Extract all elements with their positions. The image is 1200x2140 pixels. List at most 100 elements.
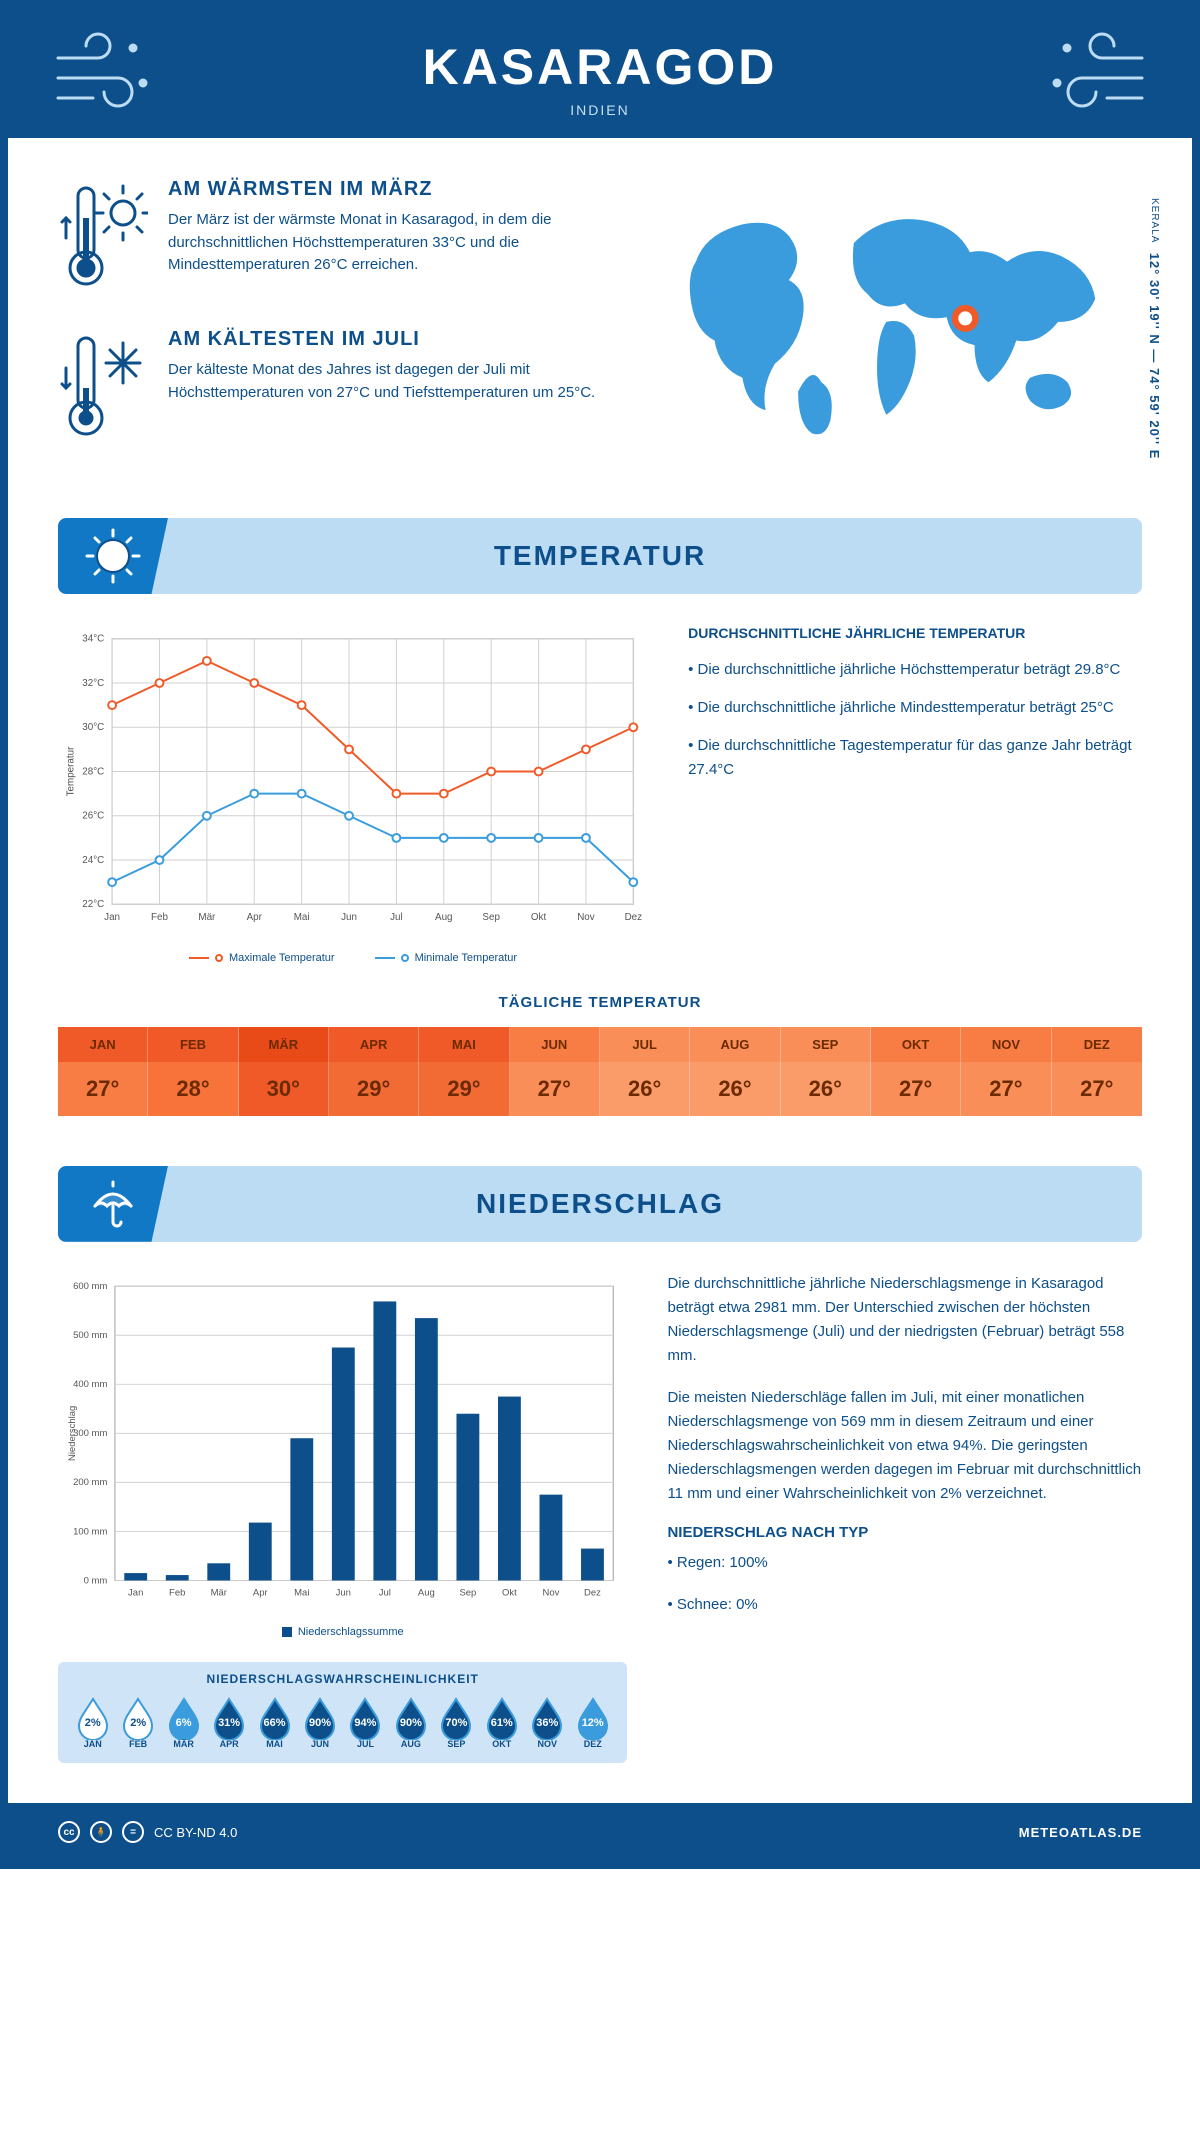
daily-col: JAN 27° bbox=[58, 1027, 148, 1116]
fact-warm-heading: AM WÄRMSTEN IM MÄRZ bbox=[168, 178, 610, 201]
fact-warm-text: Der März ist der wärmste Monat in Kasara… bbox=[168, 209, 610, 277]
temperature-chart: 22°C24°C26°C28°C30°C32°C34°CJanFebMärApr… bbox=[58, 624, 648, 964]
legend-max: Maximale Temperatur bbox=[229, 952, 335, 964]
by-icon: 🧍 bbox=[90, 1821, 112, 1843]
section-title-temp: TEMPERATUR bbox=[494, 540, 706, 572]
svg-text:Jun: Jun bbox=[341, 912, 357, 923]
fact-coldest: AM KÄLTESTEN IM JULI Der kälteste Monat … bbox=[58, 328, 610, 448]
sun-icon bbox=[85, 528, 141, 584]
svg-text:28°C: 28°C bbox=[82, 766, 104, 777]
prob-pct: 6% bbox=[161, 1717, 206, 1729]
precip-right: Die durchschnittliche jährliche Niedersc… bbox=[667, 1272, 1142, 1764]
svg-text:22°C: 22°C bbox=[82, 899, 104, 910]
daily-col: MÄR 30° bbox=[239, 1027, 329, 1116]
legend-min: Minimale Temperatur bbox=[415, 952, 518, 964]
precip-row: 0 mm100 mm200 mm300 mm400 mm500 mm600 mm… bbox=[58, 1272, 1142, 1764]
fact-cold-heading: AM KÄLTESTEN IM JULI bbox=[168, 328, 610, 351]
fact-warmest: AM WÄRMSTEN IM MÄRZ Der März ist der wär… bbox=[58, 178, 610, 298]
svg-text:600 mm: 600 mm bbox=[73, 1281, 107, 1292]
temp-info-b1: • Die durchschnittliche jährliche Höchst… bbox=[688, 658, 1142, 682]
prob-item: 90% JUN bbox=[297, 1696, 342, 1749]
precip-type-b2: • Schnee: 0% bbox=[667, 1593, 1142, 1617]
thermometer-snow-icon bbox=[58, 328, 148, 448]
prob-title: NIEDERSCHLAGSWAHRSCHEINLICHKEIT bbox=[70, 1672, 615, 1686]
world-map-icon bbox=[640, 178, 1142, 438]
prob-item: 90% AUG bbox=[388, 1696, 433, 1749]
svg-text:26°C: 26°C bbox=[82, 811, 104, 822]
prob-pct: 2% bbox=[70, 1717, 115, 1729]
license-text: CC BY-ND 4.0 bbox=[154, 1825, 237, 1840]
svg-text:Jun: Jun bbox=[336, 1587, 351, 1598]
prob-item: 12% DEZ bbox=[570, 1696, 615, 1749]
svg-text:500 mm: 500 mm bbox=[73, 1330, 107, 1341]
prob-pct: 90% bbox=[297, 1717, 342, 1729]
daily-temp-title: TÄGLICHE TEMPERATUR bbox=[58, 994, 1142, 1011]
prob-month: NOV bbox=[525, 1739, 570, 1749]
section-head-temperature: TEMPERATUR bbox=[58, 518, 1142, 594]
svg-text:400 mm: 400 mm bbox=[73, 1379, 107, 1390]
prob-item: 94% JUL bbox=[343, 1696, 388, 1749]
svg-text:32°C: 32°C bbox=[82, 678, 104, 689]
precip-text2: Die meisten Niederschläge fallen im Juli… bbox=[667, 1386, 1142, 1506]
state-label: KERALA bbox=[1149, 198, 1160, 243]
legend-precip: Niederschlagssumme bbox=[298, 1626, 404, 1638]
thermometer-sun-icon bbox=[58, 178, 148, 298]
svg-text:Aug: Aug bbox=[435, 912, 453, 923]
footer: cc 🧍 = CC BY-ND 4.0 METEOATLAS.DE bbox=[8, 1803, 1192, 1861]
precip-legend: Niederschlagssumme bbox=[58, 1626, 627, 1638]
svg-text:Feb: Feb bbox=[169, 1587, 185, 1598]
wind-icon-right bbox=[1032, 28, 1152, 118]
daily-col: MAI 29° bbox=[419, 1027, 509, 1116]
daily-col: DEZ 27° bbox=[1052, 1027, 1142, 1116]
coords-value: 12° 30' 19'' N — 74° 59' 20'' E bbox=[1147, 253, 1162, 460]
intro-map: KERALA 12° 30' 19'' N — 74° 59' 20'' E bbox=[640, 178, 1142, 478]
fact-cold-text: Der kälteste Monat des Jahres ist dagege… bbox=[168, 359, 610, 404]
daily-col: APR 29° bbox=[329, 1027, 419, 1116]
precip-left: 0 mm100 mm200 mm300 mm400 mm500 mm600 mm… bbox=[58, 1272, 627, 1764]
svg-text:Dez: Dez bbox=[625, 912, 643, 923]
prob-month: JAN bbox=[70, 1739, 115, 1749]
temp-legend: Maximale Temperatur Minimale Temperatur bbox=[58, 952, 648, 964]
coordinates: KERALA 12° 30' 19'' N — 74° 59' 20'' E bbox=[1147, 198, 1162, 459]
daily-col: OKT 27° bbox=[871, 1027, 961, 1116]
svg-text:Dez: Dez bbox=[584, 1587, 601, 1598]
prob-pct: 2% bbox=[115, 1717, 160, 1729]
temp-info-heading: DURCHSCHNITTLICHE JÄHRLICHE TEMPERATUR bbox=[688, 624, 1142, 642]
daily-col: SEP 26° bbox=[781, 1027, 871, 1116]
prob-pct: 66% bbox=[252, 1717, 297, 1729]
svg-text:300 mm: 300 mm bbox=[73, 1428, 107, 1439]
prob-month: MÄR bbox=[161, 1739, 206, 1749]
license-block: cc 🧍 = CC BY-ND 4.0 bbox=[58, 1821, 237, 1843]
prob-pct: 61% bbox=[479, 1717, 524, 1729]
precip-type-heading: NIEDERSCHLAG NACH TYP bbox=[667, 1524, 1142, 1541]
cc-icon: cc bbox=[58, 1821, 80, 1843]
svg-text:24°C: 24°C bbox=[82, 855, 104, 866]
prob-pct: 94% bbox=[343, 1717, 388, 1729]
svg-text:Sep: Sep bbox=[482, 912, 500, 923]
prob-pct: 90% bbox=[388, 1717, 433, 1729]
prob-month: DEZ bbox=[570, 1739, 615, 1749]
map-marker-icon bbox=[955, 308, 975, 328]
svg-text:Mär: Mär bbox=[211, 1587, 227, 1598]
prob-item: 31% APR bbox=[206, 1696, 251, 1749]
prob-item: 36% NOV bbox=[525, 1696, 570, 1749]
precip-probability-box: NIEDERSCHLAGSWAHRSCHEINLICHKEIT 2% JAN 2… bbox=[58, 1662, 627, 1763]
svg-text:Feb: Feb bbox=[151, 912, 168, 923]
page-subtitle: INDIEN bbox=[8, 102, 1192, 118]
prob-item: 66% MAI bbox=[252, 1696, 297, 1749]
prob-item: 61% OKT bbox=[479, 1696, 524, 1749]
prob-month: OKT bbox=[479, 1739, 524, 1749]
prob-pct: 36% bbox=[525, 1717, 570, 1729]
intro-facts: AM WÄRMSTEN IM MÄRZ Der März ist der wär… bbox=[58, 178, 610, 478]
daily-col: JUL 26° bbox=[600, 1027, 690, 1116]
daily-col: NOV 27° bbox=[961, 1027, 1051, 1116]
svg-text:Sep: Sep bbox=[459, 1587, 476, 1598]
svg-text:Niederschlag: Niederschlag bbox=[67, 1405, 78, 1460]
svg-text:Nov: Nov bbox=[577, 912, 595, 923]
prob-pct: 12% bbox=[570, 1717, 615, 1729]
prob-month: SEP bbox=[434, 1739, 479, 1749]
svg-text:100 mm: 100 mm bbox=[73, 1526, 107, 1537]
header: KASARAGOD INDIEN bbox=[8, 8, 1192, 138]
prob-month: AUG bbox=[388, 1739, 433, 1749]
prob-row: 2% JAN 2% FEB 6% MÄR 31% APR 66% M bbox=[70, 1696, 615, 1749]
